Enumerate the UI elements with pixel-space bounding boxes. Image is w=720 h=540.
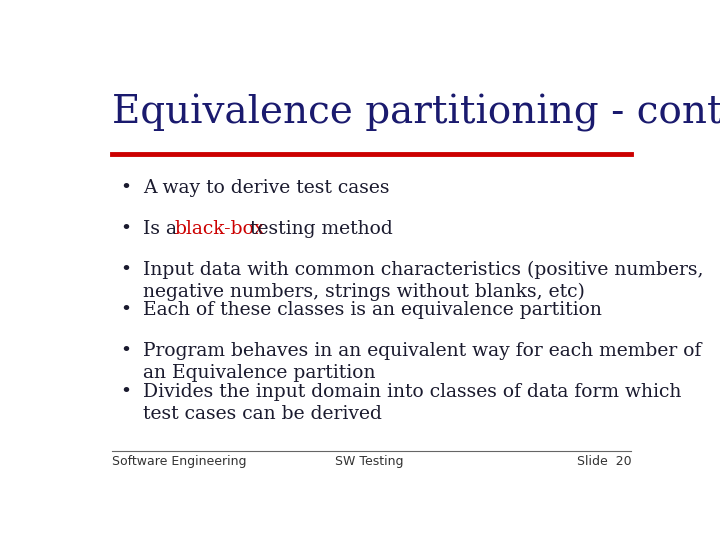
Text: Program behaves in an equivalent way for each member of
an Equivalence partition: Program behaves in an equivalent way for… bbox=[143, 342, 701, 382]
Text: Each of these classes is an equivalence partition: Each of these classes is an equivalence … bbox=[143, 301, 602, 319]
Text: •: • bbox=[121, 342, 132, 360]
Text: Divides the input domain into classes of data form which
test cases can be deriv: Divides the input domain into classes of… bbox=[143, 383, 681, 423]
Text: Equivalence partitioning - cont.: Equivalence partitioning - cont. bbox=[112, 94, 720, 132]
Text: Input data with common characteristics (positive numbers,
negative numbers, stri: Input data with common characteristics (… bbox=[143, 261, 703, 301]
Text: A way to derive test cases: A way to derive test cases bbox=[143, 179, 390, 197]
Text: •: • bbox=[121, 179, 132, 197]
Text: Slide  20: Slide 20 bbox=[577, 455, 631, 468]
Text: SW Testing: SW Testing bbox=[335, 455, 403, 468]
Text: •: • bbox=[121, 301, 132, 319]
Text: testing method: testing method bbox=[244, 220, 393, 238]
Text: Software Engineering: Software Engineering bbox=[112, 455, 247, 468]
Text: black-box: black-box bbox=[174, 220, 264, 238]
Text: •: • bbox=[121, 261, 132, 279]
Text: Is a: Is a bbox=[143, 220, 183, 238]
Text: •: • bbox=[121, 383, 132, 401]
Text: •: • bbox=[121, 220, 132, 238]
